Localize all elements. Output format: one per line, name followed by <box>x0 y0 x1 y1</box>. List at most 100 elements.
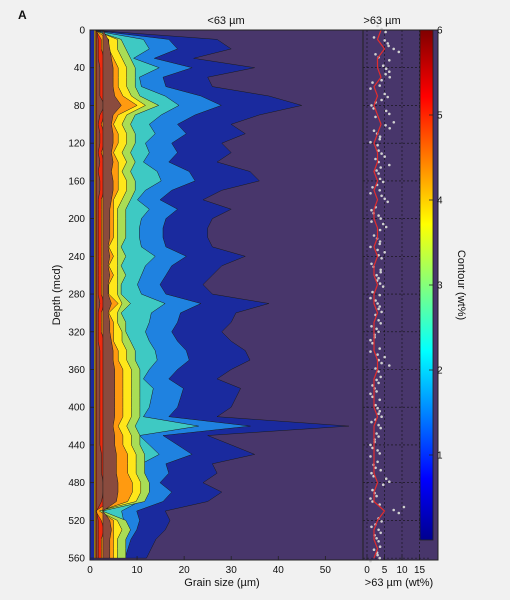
sample-point <box>378 228 382 232</box>
sample-point <box>378 398 382 402</box>
sample-point <box>378 242 382 246</box>
side-grid <box>363 29 429 560</box>
sample-point <box>369 140 372 144</box>
sample-point <box>379 268 383 272</box>
side-plot-frame <box>362 29 439 561</box>
sample-point <box>377 319 380 322</box>
sample-point <box>380 152 383 155</box>
sample-point <box>392 508 396 512</box>
sample-point <box>392 121 396 124</box>
sample-point <box>379 217 383 220</box>
sample-point <box>372 36 376 39</box>
sample-point <box>370 525 373 529</box>
sample-point <box>370 104 373 107</box>
x-tick-label: 0 <box>87 565 93 576</box>
sample-point <box>380 194 383 198</box>
sample-point <box>377 528 380 532</box>
sample-point <box>378 177 382 181</box>
sample-point <box>374 367 377 370</box>
side-plot-title: >63 µm <box>363 15 400 27</box>
sample-point <box>388 112 391 116</box>
sample-point <box>378 545 382 548</box>
sample-point <box>374 299 377 302</box>
sample-point <box>370 262 373 266</box>
side-x-axis-label: >63 µm (wt%) <box>365 577 433 589</box>
sample-point <box>378 84 382 87</box>
y-tick-label: 480 <box>68 478 85 489</box>
sample-point <box>388 75 392 79</box>
sample-point <box>376 24 379 28</box>
grain-size-contour-plot: 0 10 20 30 40 50 0 40 80 120 160 200 240 280 320 360 400… <box>68 26 364 577</box>
sample-point <box>369 192 372 195</box>
sample-point <box>388 59 391 62</box>
sample-point <box>379 166 383 169</box>
sample-point <box>370 208 373 212</box>
sample-point <box>380 520 383 523</box>
sample-point <box>397 50 401 54</box>
colorbar: 1 2 3 4 5 6 Contour (wt%) <box>419 26 467 541</box>
side-x-tick-label: 5 <box>382 565 388 576</box>
sample-point <box>377 149 380 152</box>
sample-point <box>378 556 382 560</box>
sample-point <box>378 305 382 308</box>
sample-point <box>374 466 377 470</box>
sample-point <box>377 370 380 373</box>
sample-point <box>388 364 391 367</box>
sample-point <box>388 127 392 130</box>
sample-point <box>371 446 374 450</box>
side-x-tick-label: 0 <box>364 565 370 576</box>
sample-point <box>384 30 387 34</box>
sample-point <box>374 157 377 161</box>
y-tick-label: 120 <box>68 139 85 150</box>
sample-point <box>371 488 374 492</box>
side-x-tick-label: 15 <box>414 565 426 576</box>
sample-point <box>377 172 380 175</box>
sample-point <box>386 95 390 99</box>
y-tick-label: 200 <box>68 214 85 225</box>
sample-point <box>370 420 373 424</box>
colorbar-tick-label: 6 <box>437 26 443 37</box>
sample-point <box>380 415 383 419</box>
sample-point <box>370 471 373 475</box>
main-axis-ticks: 0 10 20 30 40 50 0 40 80 120 160 200 240 280 320 360 400… <box>68 26 331 577</box>
x-axis-label: Grain size (µm) <box>184 577 259 589</box>
y-tick-label: 520 <box>68 516 85 527</box>
sample-point <box>371 384 374 387</box>
y-tick-label: 0 <box>79 26 85 37</box>
sample-point <box>369 245 372 249</box>
sample-point <box>387 44 390 48</box>
sample-point <box>388 480 391 484</box>
sample-point <box>381 222 385 226</box>
sample-point <box>374 53 377 56</box>
sample-point <box>380 78 383 82</box>
sample-point <box>374 403 377 407</box>
colorbar-label: Contour (wt%) <box>455 250 467 320</box>
sample-point <box>372 234 376 237</box>
sample-point <box>397 511 401 515</box>
sample-point <box>379 426 383 430</box>
y-tick-label: 80 <box>74 101 86 112</box>
sample-point <box>369 338 372 342</box>
sample-point <box>402 505 406 509</box>
sample-point <box>369 497 372 500</box>
y-tick-label: 240 <box>68 252 85 263</box>
sample-point <box>378 409 382 413</box>
sample-point <box>388 70 391 73</box>
sample-point <box>384 124 387 127</box>
y-tick-label: 160 <box>68 176 85 187</box>
sample-point <box>384 67 388 70</box>
sample-point <box>377 412 380 416</box>
colorbar-tick-label: 2 <box>437 366 443 377</box>
sample-point <box>379 375 383 379</box>
sample-point <box>375 537 378 540</box>
y-axis-label: Depth (mcd) <box>51 265 63 326</box>
side-x-tick-label: 10 <box>396 565 408 576</box>
sample-point <box>372 129 376 132</box>
sample-point <box>375 390 378 393</box>
sample-point <box>371 341 374 345</box>
sample-point <box>376 460 379 464</box>
sample-point <box>371 500 374 503</box>
sample-point <box>374 115 377 119</box>
sample-points <box>369 24 406 563</box>
